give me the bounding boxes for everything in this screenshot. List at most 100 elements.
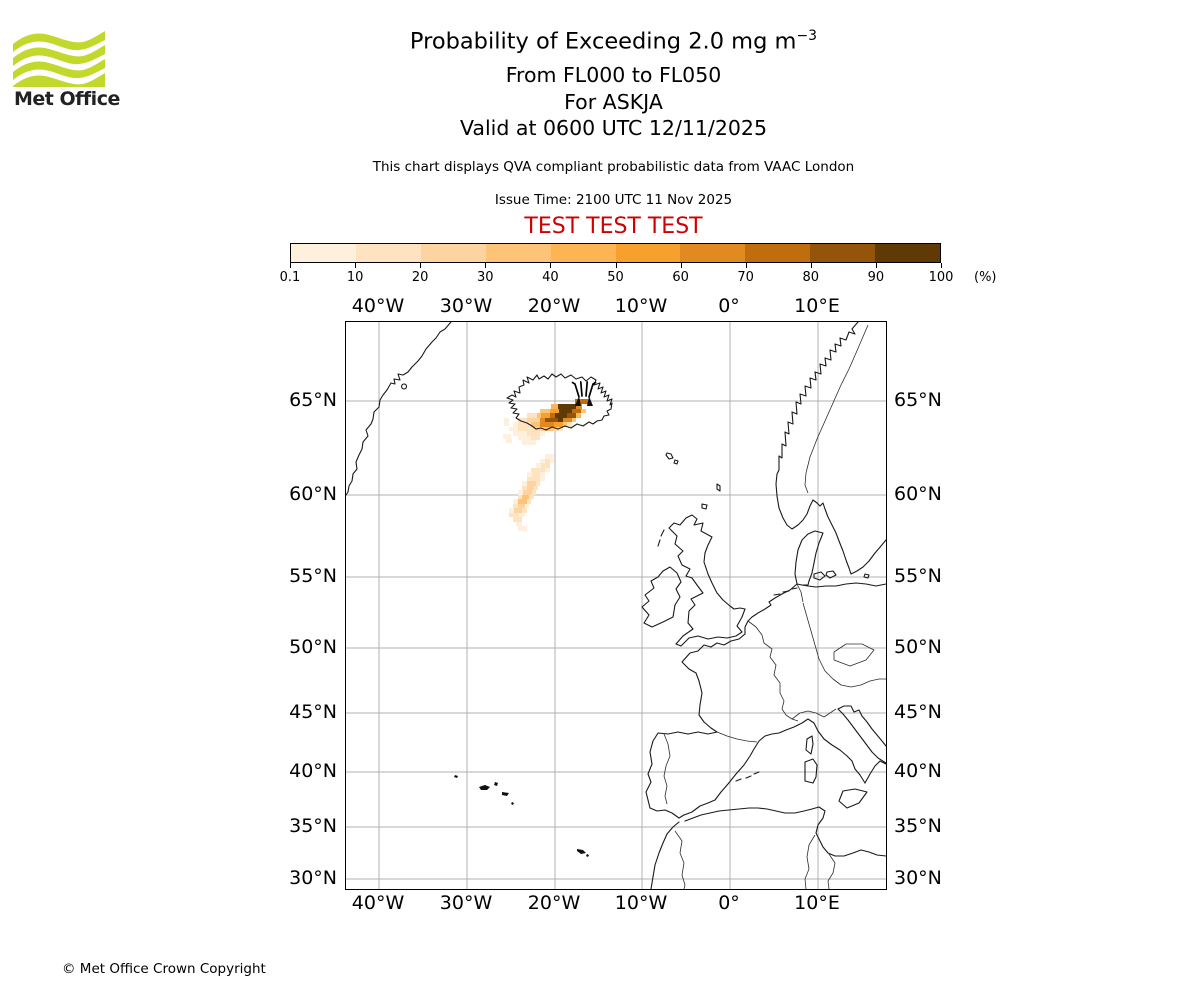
ash-probability-cell (527, 481, 536, 486)
ash-probability-cell (527, 431, 540, 436)
coastline-italy-adriatic-west (837, 708, 886, 784)
ash-probability-cell (567, 422, 572, 427)
ash-probability-cell (513, 499, 518, 504)
page-title: Probability of Exceeding 2.0 mg m−3 (0, 28, 1200, 55)
ash-probability-cell (532, 472, 540, 477)
ash-probability-cell (540, 472, 545, 477)
met-office-logo-text: Met Office (14, 88, 120, 110)
latitude-label-right: 65°N (894, 389, 942, 411)
colorbar-tick-label: 70 (737, 270, 754, 285)
ash-probability-cell (518, 490, 523, 495)
met-office-logo-waves-icon (13, 31, 105, 87)
ash-probability-cell (518, 513, 525, 517)
latitude-label-left: 65°N (289, 389, 337, 411)
ash-probability-cell (527, 486, 534, 490)
colorbar-tick-label: 50 (607, 270, 624, 285)
colorbar-tick (615, 263, 617, 268)
ash-probability-cell (525, 504, 529, 508)
ash-probability-cell (527, 413, 537, 418)
ash-probability-cell (504, 418, 509, 426)
ash-probability-cell (509, 427, 518, 431)
border-norway-sweden (804, 324, 869, 494)
ash-probability-cell (506, 439, 512, 443)
colorbar-tick (745, 263, 747, 268)
longitude-label-top: 20°W (527, 295, 581, 317)
ash-probability-cell (572, 418, 576, 422)
latitude-label-right: 30°N (894, 867, 942, 889)
colorbar-tick (941, 263, 942, 268)
colorbar-tick (680, 263, 682, 268)
probability-colorbar (290, 243, 941, 263)
longitude-label-top: 0° (718, 295, 740, 317)
colorbar-segment-7 (680, 244, 746, 262)
colorbar-segment-8 (745, 244, 811, 262)
colorbar-tick-label: 10 (346, 270, 364, 285)
coastline-greenland (346, 322, 452, 496)
ash-probability-cell (522, 481, 527, 486)
coastline-balearics (735, 771, 760, 782)
ash-probability-cell (522, 440, 536, 445)
ash-probability-cell (531, 436, 540, 440)
ash-probability-cell (534, 486, 538, 490)
colorbar-segment-4 (485, 244, 551, 262)
ash-probability-cell (540, 431, 545, 436)
colorbar-tick-label: 100 (928, 270, 954, 285)
ash-probability-cell (555, 413, 567, 418)
coastline-great-britain (668, 514, 746, 647)
ash-probability-cell (532, 490, 536, 495)
ash-probability-cell (551, 404, 558, 409)
border-algeria-tunisia (804, 834, 816, 889)
border-alps-italy (791, 708, 837, 720)
title-text: Probability of Exceeding 2.0 mg m (409, 28, 797, 55)
border-spain-france (716, 731, 758, 743)
coastline-north-sea-south (744, 583, 798, 635)
coastline-corsica (805, 735, 814, 755)
ash-probability-cell (531, 422, 540, 427)
ash-probability-cell (537, 413, 541, 418)
ash-probability-cell (518, 499, 527, 504)
ash-probability-cell (554, 427, 558, 431)
ash-probability-cell (514, 508, 522, 513)
coastline-north-africa (684, 806, 886, 857)
longitude-label-bottom: 30°W (439, 892, 493, 914)
title-superscript: −3 (796, 28, 818, 44)
latitude-label-left: 50°N (289, 636, 337, 658)
coastline-frisian-islands (773, 587, 798, 596)
subtitle-flight-levels: From FL000 to FL050 (505, 63, 722, 87)
ash-probability-cell (503, 434, 511, 439)
ash-probability-cell (545, 418, 558, 422)
colorbar-segment-9 (810, 244, 876, 262)
coastline-danish-islands (813, 570, 870, 581)
ash-probability-cell (576, 404, 582, 409)
coastline-france-iberia (645, 633, 746, 819)
ash-probability-cell (527, 477, 540, 481)
latitude-label-right: 45°N (894, 701, 942, 723)
ash-probability-cell (531, 468, 536, 472)
longitude-label-bottom: 0° (718, 892, 740, 914)
met-office-logo: Met Office (13, 28, 120, 110)
ash-probability-cell (563, 422, 567, 427)
colorbar-tick (550, 263, 552, 268)
colorbar-tick-label: 0.1 (279, 270, 301, 285)
latitude-label-right: 60°N (894, 483, 942, 505)
ash-probability-cell (536, 468, 545, 472)
ash-probability-cell (540, 409, 550, 413)
ash-probability-cell (518, 526, 527, 531)
ash-probability-cell (536, 463, 541, 468)
volcano-spike-left (579, 381, 583, 397)
colorbar-tick-label: 30 (477, 270, 494, 285)
ash-probability-cell (575, 399, 588, 404)
ash-probability-cell (545, 454, 554, 459)
ash-probability-cell (513, 422, 518, 427)
ash-probability-cell (518, 427, 536, 431)
colorbar-segment-3 (420, 244, 486, 262)
coastline-greenland-islet (401, 383, 408, 390)
colorbar-tick (420, 263, 422, 268)
coastline-morocco-atlantic (650, 821, 680, 889)
coastline-hebrides (657, 529, 665, 547)
ash-probability-cell (541, 413, 550, 418)
ash-probability-cell (513, 504, 518, 508)
ash-probability-cell (540, 477, 545, 481)
ash-probability-cell (545, 459, 550, 463)
longitude-label-top: 10°E (794, 295, 840, 317)
